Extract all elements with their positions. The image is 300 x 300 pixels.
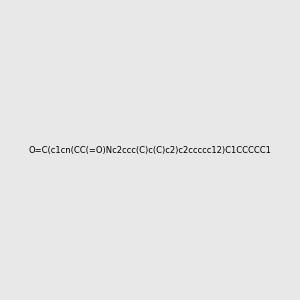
- Text: O=C(c1cn(CC(=O)Nc2ccc(C)c(C)c2)c2ccccc12)C1CCCCC1: O=C(c1cn(CC(=O)Nc2ccc(C)c(C)c2)c2ccccc12…: [28, 146, 272, 154]
